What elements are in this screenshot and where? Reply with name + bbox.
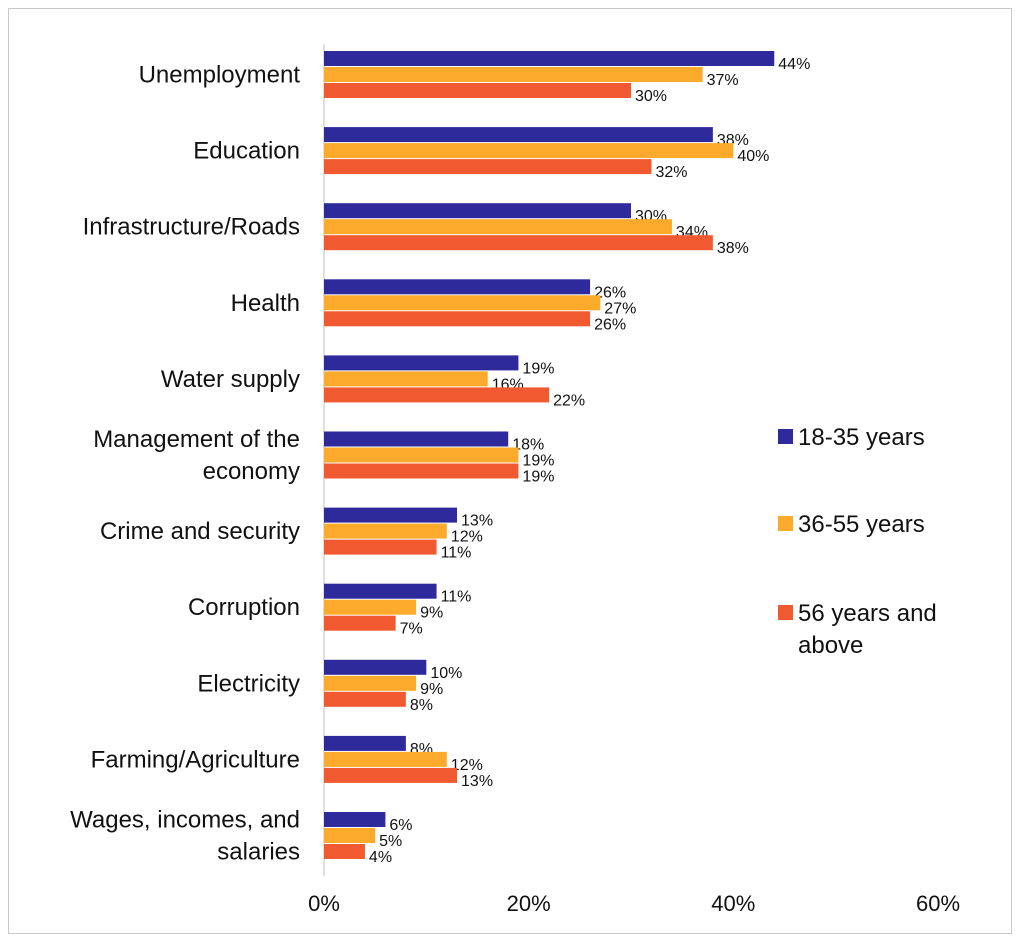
bar-36-55-years-electricity — [324, 675, 417, 691]
legend-swatch-18-35-years — [778, 429, 793, 444]
value-label-56-years-and-above-management-of-the-economy: 19% — [522, 469, 554, 486]
value-label-18-35-years-management-of-the-economy: 18% — [512, 437, 544, 454]
bar-18-35-years-corruption — [324, 583, 437, 599]
bar-18-35-years-crime-and-security — [324, 507, 458, 523]
value-label-56-years-and-above-health: 26% — [594, 316, 626, 333]
x-tick-label-2: 40% — [711, 891, 755, 916]
x-tick-label-1: 20% — [507, 891, 551, 916]
value-label-56-years-and-above-farming-agriculture: 13% — [461, 773, 493, 790]
category-label-health: Health — [231, 290, 300, 317]
bar-36-55-years-education — [324, 143, 734, 159]
bar-36-55-years-wages-incomes-and-salaries — [324, 828, 376, 843]
value-label-18-35-years-water-supply: 19% — [522, 360, 554, 377]
bar-18-35-years-wages-incomes-and-salaries — [324, 812, 386, 827]
legend-swatch-36-55-years — [778, 516, 793, 531]
bar-18-35-years-management-of-the-economy — [324, 431, 509, 447]
value-label-36-55-years-farming-agriculture: 12% — [451, 757, 483, 774]
bar-18-35-years-farming-agriculture — [324, 735, 406, 751]
value-label-36-55-years-wages-incomes-and-salaries: 5% — [379, 833, 402, 850]
bar-36-55-years-management-of-the-economy — [324, 447, 519, 463]
category-label-corruption: Corruption — [188, 594, 300, 621]
value-label-36-55-years-corruption: 9% — [420, 605, 443, 622]
bar-56-years-and-above-crime-and-security — [324, 539, 437, 555]
value-label-56-years-and-above-water-supply: 22% — [553, 392, 585, 409]
bar-36-55-years-infrastructure-roads — [324, 219, 672, 235]
value-label-56-years-and-above-electricity: 8% — [410, 697, 433, 714]
value-label-56-years-and-above-wages-incomes-and-salaries: 4% — [369, 849, 392, 866]
value-label-36-55-years-electricity: 9% — [420, 681, 443, 698]
bar-56-years-and-above-corruption — [324, 615, 396, 631]
value-label-36-55-years-crime-and-security: 12% — [451, 529, 483, 546]
category-label-water-supply: Water supply — [161, 366, 300, 393]
value-label-56-years-and-above-unemployment: 30% — [635, 88, 667, 105]
category-label-crime-and-security: Crime and security — [100, 518, 300, 545]
category-label-unemployment: Unemployment — [139, 62, 301, 89]
bar-36-55-years-health — [324, 295, 601, 311]
category-label-education: Education — [193, 138, 300, 165]
bar-36-55-years-farming-agriculture — [324, 751, 447, 767]
bar-36-55-years-corruption — [324, 599, 417, 615]
value-label-56-years-and-above-infrastructure-roads: 38% — [717, 240, 749, 257]
value-label-56-years-and-above-corruption: 7% — [400, 621, 423, 638]
legend-label-36-55-years: 36-55 years — [798, 511, 925, 538]
value-label-36-55-years-education: 40% — [737, 148, 769, 165]
value-label-36-55-years-management-of-the-economy: 19% — [522, 453, 554, 470]
legend-label-18-35-years: 18-35 years — [798, 424, 925, 451]
bar-18-35-years-health — [324, 279, 591, 295]
category-label-wages-incomes-and-salaries: Wages, incomes, and salaries — [70, 807, 300, 866]
legend-swatch-56-years-and-above — [778, 605, 793, 620]
bar-56-years-and-above-electricity — [324, 691, 406, 707]
bar-56-years-and-above-unemployment — [324, 83, 631, 98]
category-label-management-of-the-economy: Management of the economy — [93, 426, 300, 485]
bar-36-55-years-crime-and-security — [324, 523, 447, 539]
x-tick-label-3: 60% — [916, 891, 960, 916]
bar-56-years-and-above-health — [324, 311, 591, 327]
value-label-18-35-years-health: 26% — [594, 284, 626, 301]
bar-36-55-years-unemployment — [324, 67, 703, 82]
bar-18-35-years-electricity — [324, 659, 427, 675]
bar-18-35-years-unemployment — [324, 51, 775, 66]
category-label-electricity: Electricity — [197, 670, 300, 697]
category-label-infrastructure-roads: Infrastructure/Roads — [83, 214, 300, 241]
x-tick-label-0: 0% — [308, 891, 340, 916]
bar-56-years-and-above-water-supply — [324, 387, 550, 403]
bar-56-years-and-above-infrastructure-roads — [324, 235, 713, 251]
bar-36-55-years-water-supply — [324, 371, 488, 387]
bar-18-35-years-education — [324, 127, 713, 143]
value-label-18-35-years-unemployment: 44% — [778, 56, 810, 73]
value-label-36-55-years-unemployment: 37% — [707, 72, 739, 89]
bar-18-35-years-water-supply — [324, 355, 519, 371]
bar-56-years-and-above-farming-agriculture — [324, 767, 458, 783]
legend-label-56-years-and-above: 56 years and above — [798, 600, 937, 659]
bar-18-35-years-infrastructure-roads — [324, 203, 631, 219]
value-label-18-35-years-electricity: 10% — [430, 665, 462, 682]
value-label-18-35-years-corruption: 11% — [441, 589, 472, 606]
bar-56-years-and-above-education — [324, 159, 652, 175]
value-label-56-years-and-above-education: 32% — [655, 164, 687, 181]
value-label-18-35-years-crime-and-security: 13% — [461, 513, 493, 530]
category-label-farming-agriculture: Farming/Agriculture — [91, 746, 300, 773]
bar-56-years-and-above-management-of-the-economy — [324, 463, 519, 479]
value-label-18-35-years-wages-incomes-and-salaries: 6% — [389, 817, 412, 834]
value-label-36-55-years-health: 27% — [604, 300, 636, 317]
bar-56-years-and-above-wages-incomes-and-salaries — [324, 844, 365, 859]
value-label-56-years-and-above-crime-and-security: 11% — [441, 545, 472, 562]
